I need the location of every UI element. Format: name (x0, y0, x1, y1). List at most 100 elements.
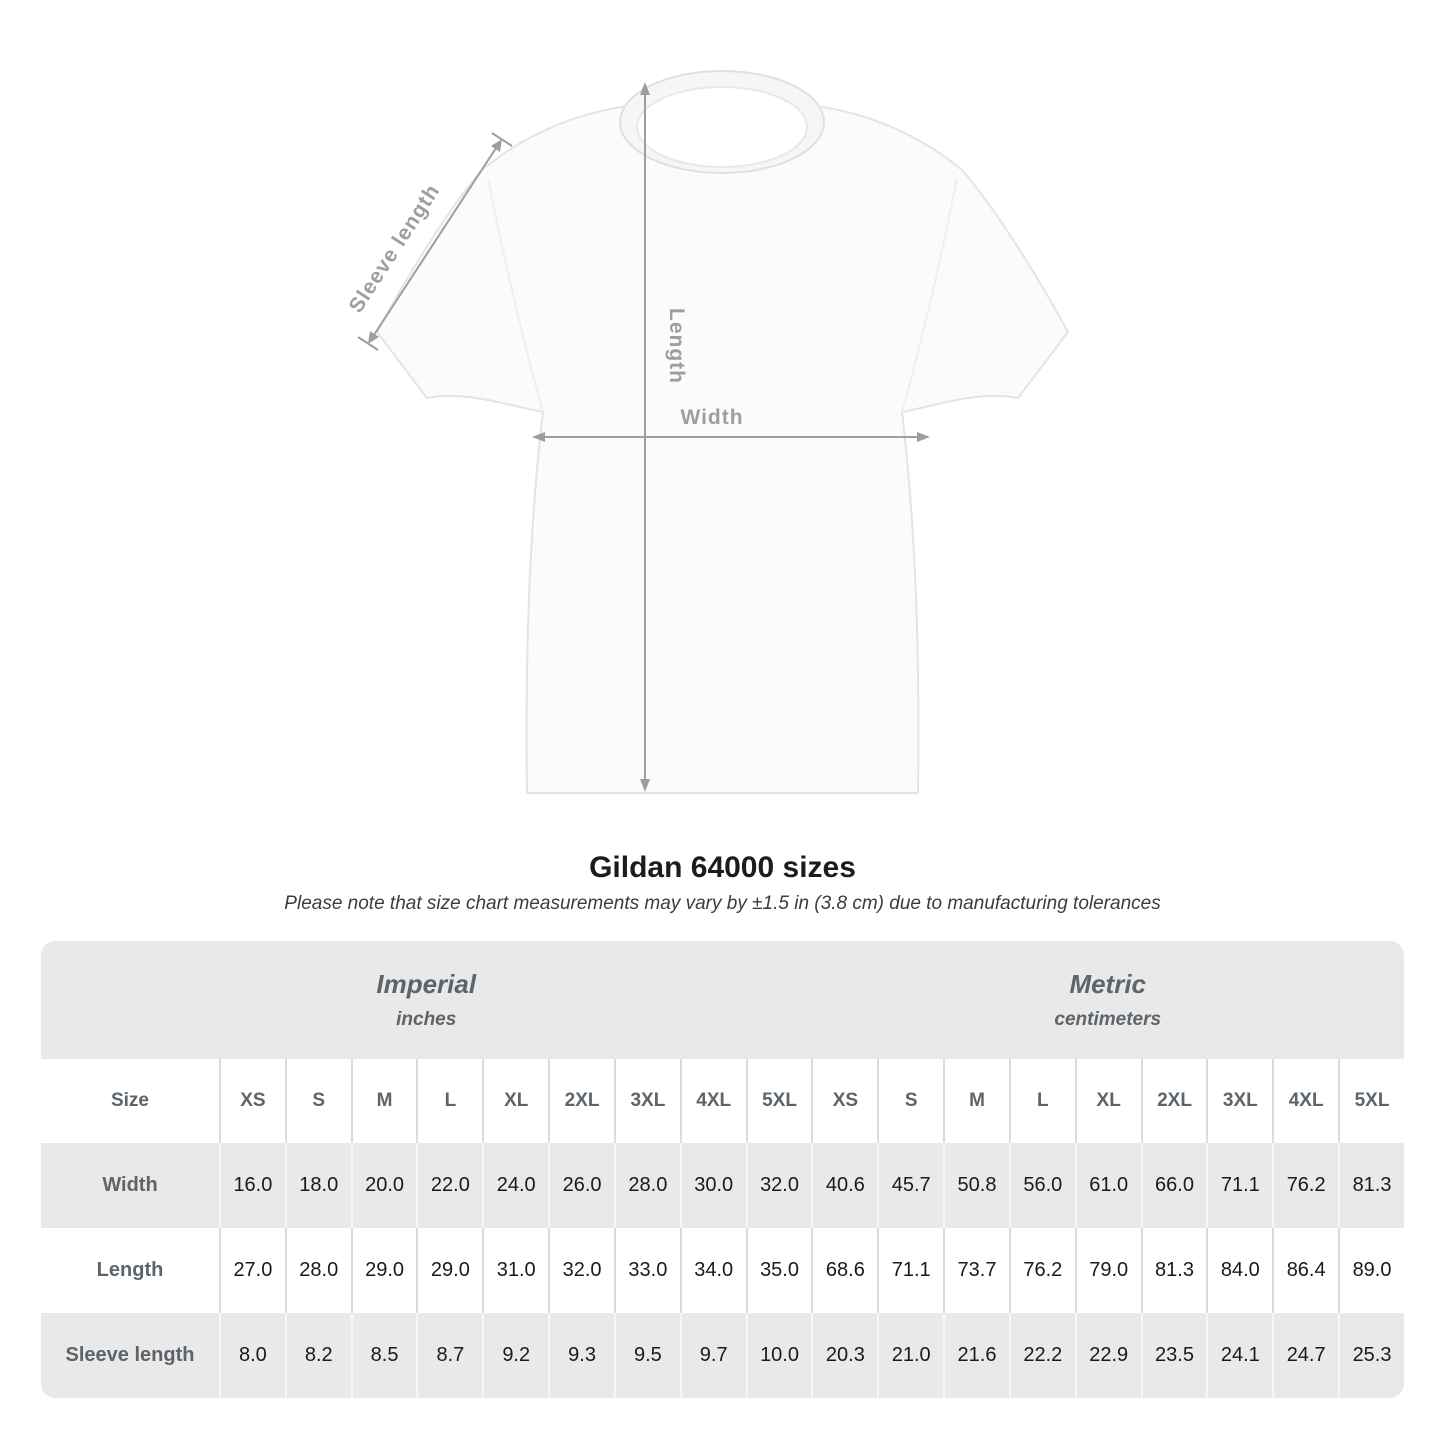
table-cell: 81.3 (1338, 1143, 1404, 1228)
size-header-metric-s: S (877, 1059, 944, 1143)
table-cell: 30.0 (679, 1143, 746, 1228)
table-cell: 86.4 (1272, 1228, 1339, 1313)
metric-section-label: Metric (1069, 969, 1147, 999)
size-header-metric-5xl: 5XL (1338, 1059, 1404, 1143)
size-header-imperial-xl: XL (482, 1059, 549, 1143)
table-cell: 71.1 (1206, 1143, 1273, 1228)
size-header-imperial-2xl: 2XL (548, 1059, 614, 1143)
table-cell: 8.0 (219, 1313, 285, 1398)
collar-inner (636, 86, 808, 168)
size-chart-table: Imperial inches Metric centimeters Size … (41, 941, 1404, 1398)
table-cell: 45.7 (877, 1143, 944, 1228)
size-header-imperial-5xl: 5XL (745, 1059, 812, 1143)
table-cell: 25.3 (1338, 1313, 1404, 1398)
size-header-imperial-s: S (284, 1059, 351, 1143)
table-cell: 22.9 (1074, 1313, 1141, 1398)
imperial-section-unit: inches (396, 1009, 457, 1030)
table-cell: 9.2 (482, 1313, 549, 1398)
table-cell: 20.0 (350, 1143, 417, 1228)
table-cell: 23.5 (1140, 1313, 1207, 1398)
table-cell: 24.7 (1272, 1313, 1339, 1398)
row-label-length: Length (41, 1228, 219, 1313)
size-header-metric-3xl: 3XL (1206, 1059, 1273, 1143)
table-cell: 26.0 (548, 1143, 614, 1228)
table-cell: 31.0 (482, 1228, 549, 1313)
size-header-imperial-4xl: 4XL (679, 1059, 746, 1143)
size-header-metric-xs: XS (811, 1059, 878, 1143)
table-cell: 9.5 (613, 1313, 680, 1398)
table-cell: 89.0 (1338, 1228, 1404, 1313)
table-cell: 24.1 (1206, 1313, 1273, 1398)
table-cell: 56.0 (1008, 1143, 1075, 1228)
table-cell: 73.7 (943, 1228, 1009, 1313)
table-cell: 21.6 (943, 1313, 1009, 1398)
size-header-metric-l: L (1008, 1059, 1075, 1143)
width-arrow (532, 432, 930, 442)
size-header-metric-xl: XL (1074, 1059, 1141, 1143)
size-header-metric-m: M (943, 1059, 1009, 1143)
table-cell: 33.0 (613, 1228, 680, 1313)
row-label-width: Width (41, 1143, 219, 1228)
table-cell: 40.6 (811, 1143, 878, 1228)
table-cell: 8.7 (416, 1313, 483, 1398)
page-title: Gildan 64000 sizes (589, 851, 856, 884)
size-header-row: Size XS S M L XL 2XL 3XL 4XL 5XL XS S M … (41, 1059, 1404, 1143)
table-cell: 29.0 (350, 1228, 417, 1313)
table-cell: 8.5 (350, 1313, 417, 1398)
table-cell: 71.1 (877, 1228, 944, 1313)
tshirt-graphic: Length Width Sleeve length (344, 70, 1070, 794)
width-row: Width 16.0 18.0 20.0 22.0 24.0 26.0 28.0… (41, 1143, 1404, 1228)
width-label: Width (680, 406, 743, 429)
table-cell: 79.0 (1074, 1228, 1141, 1313)
size-column-header: Size (41, 1059, 219, 1143)
table-cell: 9.7 (679, 1313, 746, 1398)
table-cell: 18.0 (284, 1143, 351, 1228)
size-header-imperial-3xl: 3XL (613, 1059, 680, 1143)
size-header-imperial-l: L (416, 1059, 483, 1143)
size-header-imperial-xs: XS (219, 1059, 285, 1143)
table-cell: 21.0 (877, 1313, 944, 1398)
table-cell: 35.0 (745, 1228, 812, 1313)
table-cell: 76.2 (1272, 1143, 1339, 1228)
size-header-imperial-m: M (350, 1059, 417, 1143)
table-cell: 29.0 (416, 1228, 483, 1313)
table-cell: 81.3 (1140, 1228, 1207, 1313)
table-cell: 32.0 (548, 1228, 614, 1313)
length-row: Length 27.0 28.0 29.0 29.0 31.0 32.0 33.… (41, 1228, 1404, 1313)
metric-section-unit: centimeters (1054, 1009, 1162, 1030)
table-cell: 84.0 (1206, 1228, 1273, 1313)
sleeve-length-arrow (357, 132, 513, 351)
table-cell: 28.0 (613, 1143, 680, 1228)
unit-section-band: Imperial inches Metric centimeters (41, 941, 1404, 1059)
left-sleeve-seam (487, 177, 544, 413)
table-cell: 27.0 (219, 1228, 285, 1313)
table-cell: 61.0 (1074, 1143, 1141, 1228)
table-cell: 10.0 (745, 1313, 812, 1398)
table-cell: 66.0 (1140, 1143, 1207, 1228)
table-cell: 16.0 (219, 1143, 285, 1228)
metric-section-header: Metric centimeters (811, 941, 1404, 1059)
table-cell: 8.2 (284, 1313, 351, 1398)
size-header-metric-2xl: 2XL (1140, 1059, 1207, 1143)
row-label-sleeve-length: Sleeve length (41, 1313, 219, 1398)
tshirt-measurement-diagram: Length Width Sleeve length (344, 70, 1070, 794)
table-cell: 28.0 (284, 1228, 351, 1313)
table-cell: 50.8 (943, 1143, 1009, 1228)
imperial-section-header: Imperial inches (41, 941, 812, 1059)
table-cell: 22.0 (416, 1143, 483, 1228)
tshirt-body (375, 97, 1070, 794)
table-cell: 24.0 (482, 1143, 549, 1228)
page-subtitle: Please note that size chart measurements… (284, 893, 1161, 914)
imperial-section-label: Imperial (376, 969, 477, 999)
size-header-metric-4xl: 4XL (1272, 1059, 1339, 1143)
table-cell: 68.6 (811, 1228, 878, 1313)
table-cell: 20.3 (811, 1313, 878, 1398)
table-cell: 76.2 (1008, 1228, 1075, 1313)
table-cell: 9.3 (548, 1313, 614, 1398)
sleeve-length-row: Sleeve length 8.0 8.2 8.5 8.7 9.2 9.3 9.… (41, 1313, 1404, 1398)
table-cell: 22.2 (1008, 1313, 1075, 1398)
right-sleeve-seam (901, 177, 958, 413)
table-cell: 32.0 (745, 1143, 812, 1228)
length-label: Length (665, 308, 688, 384)
table-cell: 34.0 (679, 1228, 746, 1313)
